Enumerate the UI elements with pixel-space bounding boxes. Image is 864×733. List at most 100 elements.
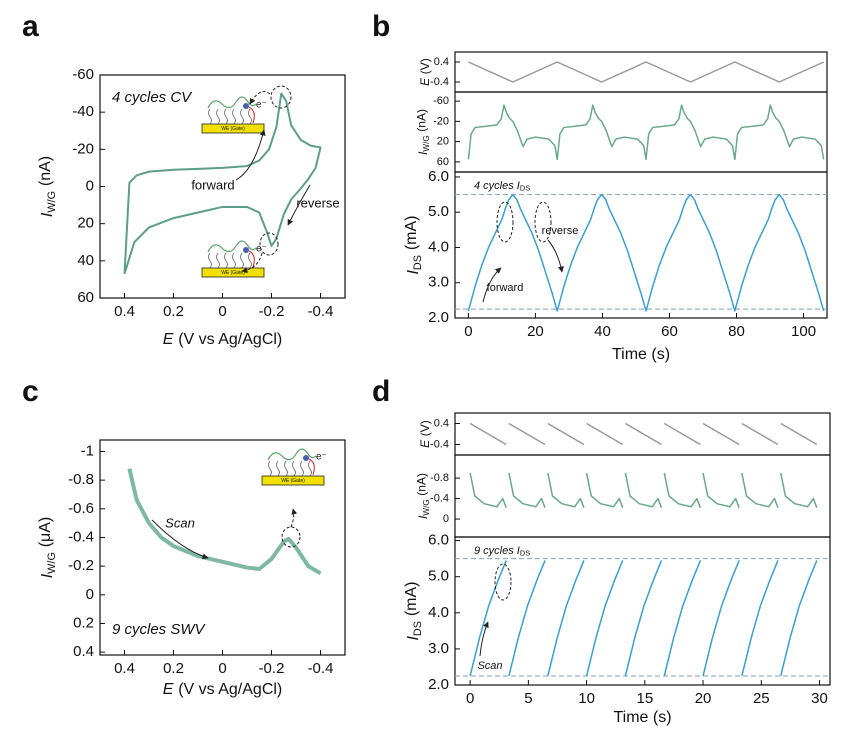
- y-axis-label-unit: (mA): [403, 215, 420, 250]
- y-tick-label: 2.0: [428, 676, 449, 693]
- y-tick-label: 4.0: [428, 604, 449, 621]
- y-tick-label: -1: [81, 442, 94, 459]
- x-axis-label-unit: (V vs Ag/AgCl): [178, 331, 282, 348]
- y-tick-label: 40: [77, 252, 94, 269]
- plot-frame: [454, 536, 831, 686]
- probe-strand: [232, 252, 236, 269]
- annotation-symbol: 9 cycles I: [474, 545, 520, 557]
- y-tick-label: -0.4: [430, 492, 449, 504]
- y-axis-label-unit: (nA): [415, 473, 429, 496]
- callout: [281, 526, 301, 548]
- y-axis-label: IW/G (μA): [37, 517, 57, 579]
- y-tick-label: 6.0: [428, 532, 449, 549]
- data-line: [469, 422, 818, 446]
- y-axis-label-unit: (mA): [403, 581, 420, 616]
- x-tick-label: 5: [524, 690, 532, 707]
- probe-strand: [224, 252, 228, 269]
- y-tick-label: -60: [433, 95, 449, 107]
- gate-electrode: [201, 267, 265, 278]
- y-tick-label: 4.0: [428, 238, 449, 255]
- y-axis-label-symbol: E: [418, 77, 432, 86]
- gate-electrode: [201, 123, 265, 134]
- data-line: [123, 92, 322, 275]
- x-tick-label: 0: [218, 660, 226, 677]
- electron-label: e⁻: [256, 100, 267, 111]
- y-axis-label-symbol: I: [39, 212, 56, 217]
- y-tick-label: 6.0: [428, 168, 449, 185]
- x-axis-label: Time (s): [613, 709, 671, 726]
- y-tick-label: -0.6: [68, 500, 94, 517]
- data-line: [127, 468, 322, 576]
- x-tick-label: 20: [695, 690, 712, 707]
- y-tick-label: -20: [72, 140, 94, 157]
- probe-strand: [276, 460, 280, 477]
- probe-strand: [224, 108, 228, 125]
- probe-strand: [232, 108, 236, 125]
- electron-path: [248, 250, 255, 268]
- y-tick-label: -0.8: [68, 471, 94, 488]
- y-axis-label-subscript: W/G: [422, 499, 431, 515]
- y-axis-label-unit: (V): [418, 58, 432, 74]
- callout: [547, 239, 564, 273]
- y-tick-label: -20: [433, 115, 449, 127]
- annotation: 9 cycles SWV: [112, 621, 207, 638]
- probe-strand: [268, 460, 272, 477]
- probe-strand: [300, 460, 304, 477]
- x-tick-label: 25: [753, 690, 770, 707]
- y-axis-label-symbol: I: [405, 636, 422, 641]
- y-tick-label: -0.4: [430, 76, 449, 88]
- y-axis-label: IW/G (nA): [37, 156, 57, 217]
- y-tick-label: 0: [443, 513, 449, 525]
- electron-label: e⁻: [316, 452, 327, 463]
- y-axis-label-subscript: W/G: [46, 191, 58, 213]
- probe-strand: [308, 460, 312, 477]
- callout: [241, 252, 263, 274]
- panel-letter: d: [372, 375, 390, 408]
- y-tick-label: 2.0: [428, 309, 449, 326]
- data-line: [469, 560, 818, 677]
- y-tick-label: 0: [86, 586, 94, 603]
- callout: [259, 232, 279, 256]
- y-axis-label-unit: (V): [418, 420, 432, 436]
- y-tick-label: 0: [86, 177, 94, 194]
- callout: [479, 621, 489, 657]
- x-axis-label: Time (s): [612, 346, 670, 363]
- y-tick-label: 60: [437, 156, 449, 168]
- probe-strand: [240, 108, 244, 125]
- annotation: forward: [487, 282, 524, 294]
- probe-strand: [208, 252, 212, 269]
- y-axis-label-symbol: I: [39, 573, 56, 578]
- plot-frame: [454, 91, 828, 173]
- y-tick-label: -0.2: [68, 557, 94, 574]
- y-tick-label: 20: [437, 136, 449, 148]
- callout: [482, 267, 502, 303]
- annotation-symbol: 4 cycles I: [474, 180, 520, 192]
- y-axis-label: E (V): [418, 420, 432, 448]
- y-tick-label: 60: [77, 289, 94, 306]
- x-axis-label-unit: (V vs Ag/AgCl): [178, 681, 282, 698]
- callout: [496, 201, 514, 243]
- x-tick-label: 30: [811, 690, 828, 707]
- y-tick-label: 20: [77, 215, 94, 232]
- probe-strand: [208, 108, 212, 125]
- x-tick-label: -0.2: [259, 303, 285, 320]
- y-tick-label: 0.2: [73, 614, 94, 631]
- annotation: 4 cycles IDS: [474, 180, 530, 193]
- y-tick-label: -0.4: [68, 528, 94, 545]
- data-line: [468, 61, 824, 83]
- x-tick-label: 100: [791, 323, 816, 340]
- panel-letter: a: [22, 10, 39, 43]
- y-axis-label-symbol: I: [416, 515, 430, 519]
- y-axis-label-symbol: I: [405, 270, 422, 275]
- panel-letter: c: [22, 375, 39, 408]
- electron-path: [308, 458, 315, 476]
- y-tick-label: 5.0: [428, 568, 449, 585]
- x-axis-label-symbol: E: [163, 681, 174, 698]
- x-tick-label: 40: [594, 323, 611, 340]
- y-axis-label-subscript: W/G: [422, 135, 431, 151]
- x-tick-label: -0.4: [308, 660, 334, 677]
- y-tick-label: -0.4: [430, 438, 449, 450]
- data-line: [467, 104, 825, 161]
- panel-letter: b: [372, 10, 390, 43]
